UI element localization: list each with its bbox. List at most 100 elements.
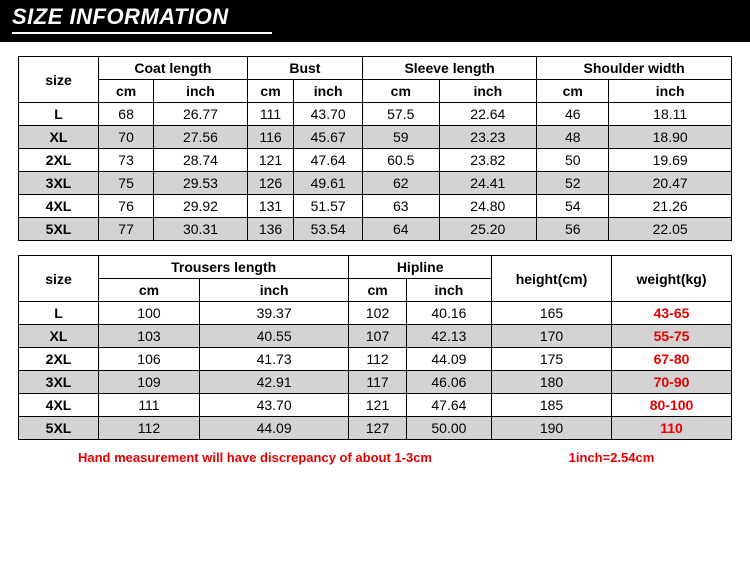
table-row: 4XL7629.9213151.576324.805421.26 [19,195,732,218]
cell-size: 4XL [19,394,99,417]
cell-value: 53.54 [294,218,363,241]
cell-weight: 43-65 [612,302,732,325]
cell-value: 22.05 [609,218,732,241]
cell-size: L [19,103,99,126]
cell-value: 29.53 [154,172,248,195]
col-hipline: Hipline [349,256,492,279]
cell-value: 27.56 [154,126,248,149]
cell-weight: 80-100 [612,394,732,417]
cell-value: 22.64 [439,103,537,126]
table-header-row: size Coat length Bust Sleeve length Shou… [19,57,732,80]
cell-value: 28.74 [154,149,248,172]
cell-value: 77 [99,218,154,241]
unit-cm: cm [363,80,439,103]
cell-size: 4XL [19,195,99,218]
content: size Coat length Bust Sleeve length Shou… [0,42,750,468]
cell-value: 49.61 [294,172,363,195]
cell-value: 26.77 [154,103,248,126]
cell-size: L [19,302,99,325]
cell-value: 68 [99,103,154,126]
cell-value: 25.20 [439,218,537,241]
cell-weight: 70-90 [612,371,732,394]
cell-value: 18.11 [609,103,732,126]
cell-value: 112 [349,348,407,371]
cell-size: XL [19,325,99,348]
table-row: XL7027.5611645.675923.234818.90 [19,126,732,149]
table-row: 4XL11143.7012147.6418580-100 [19,394,732,417]
cell-size: 3XL [19,371,99,394]
cell-value: 106 [99,348,200,371]
cell-value: 109 [99,371,200,394]
cell-value: 46 [537,103,609,126]
cell-value: 121 [349,394,407,417]
col-sleeve-length: Sleeve length [363,57,537,80]
cell-value: 30.31 [154,218,248,241]
col-height: height(cm) [492,256,612,302]
table-row: 5XL11244.0912750.00190110 [19,417,732,440]
cell-value: 76 [99,195,154,218]
cell-size: 5XL [19,417,99,440]
cell-value: 18.90 [609,126,732,149]
measurement-note: Hand measurement will have discrepancy o… [19,440,492,469]
cell-weight: 67-80 [612,348,732,371]
cell-value: 54 [537,195,609,218]
cell-value: 42.13 [406,325,491,348]
unit-cm: cm [247,80,293,103]
cell-weight: 110 [612,417,732,440]
unit-inch: inch [406,279,491,302]
cell-value: 75 [99,172,154,195]
cell-value: 59 [363,126,439,149]
header-underline [12,32,272,34]
cell-value: 63 [363,195,439,218]
cell-value: 100 [99,302,200,325]
cell-height: 165 [492,302,612,325]
table-row: XL10340.5510742.1317055-75 [19,325,732,348]
cell-size: 2XL [19,149,99,172]
cell-height: 170 [492,325,612,348]
col-bust: Bust [247,57,362,80]
cell-height: 180 [492,371,612,394]
cell-value: 24.80 [439,195,537,218]
cell-value: 57.5 [363,103,439,126]
cell-size: 3XL [19,172,99,195]
cell-value: 19.69 [609,149,732,172]
cell-value: 111 [247,103,293,126]
table-header-row: size Trousers length Hipline height(cm) … [19,256,732,279]
cell-value: 52 [537,172,609,195]
unit-cm: cm [349,279,407,302]
unit-inch: inch [154,80,248,103]
cell-value: 40.55 [199,325,348,348]
cell-value: 40.16 [406,302,491,325]
cell-size: XL [19,126,99,149]
cell-value: 116 [247,126,293,149]
cell-weight: 55-75 [612,325,732,348]
cell-value: 107 [349,325,407,348]
table-row: L6826.7711143.7057.522.644618.11 [19,103,732,126]
cell-value: 136 [247,218,293,241]
col-size: size [19,256,99,302]
cell-value: 103 [99,325,200,348]
cell-value: 102 [349,302,407,325]
cell-value: 50 [537,149,609,172]
table-row: 5XL7730.3113653.546425.205622.05 [19,218,732,241]
footer-note-row: Hand measurement will have discrepancy o… [19,440,732,469]
cell-value: 24.41 [439,172,537,195]
cell-value: 70 [99,126,154,149]
cell-value: 62 [363,172,439,195]
cell-value: 43.70 [294,103,363,126]
unit-inch: inch [294,80,363,103]
table-row: L10039.3710240.1616543-65 [19,302,732,325]
col-weight: weight(kg) [612,256,732,302]
cell-value: 39.37 [199,302,348,325]
cell-value: 47.64 [406,394,491,417]
col-trousers-length: Trousers length [99,256,349,279]
page-title: SIZE INFORMATION [12,4,229,29]
cell-value: 23.23 [439,126,537,149]
cell-value: 44.09 [406,348,491,371]
size-table-coat: size Coat length Bust Sleeve length Shou… [18,56,732,241]
cell-value: 20.47 [609,172,732,195]
cell-height: 185 [492,394,612,417]
col-shoulder-width: Shoulder width [537,57,732,80]
cell-value: 23.82 [439,149,537,172]
cell-size: 5XL [19,218,99,241]
